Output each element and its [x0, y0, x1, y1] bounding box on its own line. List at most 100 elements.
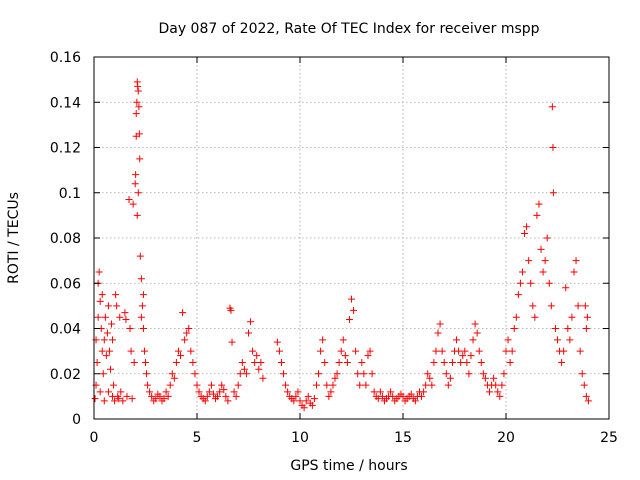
data-point: [100, 397, 108, 405]
data-point: [448, 358, 456, 366]
data-point: [574, 302, 582, 310]
data-point: [572, 257, 580, 265]
data-point: [249, 347, 257, 355]
data-point: [201, 397, 209, 405]
data-point: [129, 200, 137, 208]
x-tick-label: 20: [497, 430, 515, 446]
data-point: [570, 268, 578, 276]
data-point: [378, 392, 386, 400]
data-point: [580, 381, 588, 389]
chart-title: Day 087 of 2022, Rate Of TEC Index for r…: [158, 21, 539, 37]
data-point: [168, 370, 176, 378]
data-point: [164, 392, 172, 400]
y-tick-label: 0.08: [50, 231, 81, 247]
data-point: [564, 325, 572, 332]
data-point: [481, 374, 489, 382]
data-point: [98, 347, 106, 355]
data-point: [137, 313, 145, 321]
data-point: [277, 358, 285, 366]
data-point: [132, 171, 140, 179]
data-point: [162, 388, 170, 396]
data-point: [95, 268, 103, 276]
data-point: [310, 395, 318, 403]
data-point: [125, 196, 133, 204]
data-points: [91, 78, 592, 412]
y-tick-label: 0.04: [50, 322, 81, 338]
data-point: [113, 302, 121, 310]
data-point: [232, 392, 240, 400]
y-tick-label: 0.14: [50, 95, 81, 111]
data-point: [560, 347, 568, 355]
data-point: [156, 392, 164, 400]
data-point: [463, 358, 471, 366]
data-point: [504, 336, 512, 344]
y-tick-labels: 0 0.02 0.04 0.06 0.08 0.1 0.12 0.14 0.16: [50, 50, 81, 428]
data-point: [102, 352, 110, 360]
data-point: [558, 358, 566, 366]
data-point: [516, 279, 524, 287]
data-point: [93, 358, 101, 366]
data-point: [294, 388, 302, 396]
data-point: [220, 386, 228, 394]
y-tick-label: 0.06: [50, 276, 81, 292]
data-point: [374, 395, 382, 403]
data-point: [308, 401, 316, 409]
data-point: [148, 392, 156, 400]
data-point: [304, 392, 312, 400]
data-point: [146, 388, 154, 396]
data-point: [341, 352, 349, 360]
data-point: [222, 392, 230, 400]
data-point: [195, 388, 203, 396]
data-point: [207, 381, 215, 389]
data-point: [99, 370, 107, 378]
data-point: [136, 252, 144, 260]
data-point: [238, 358, 246, 366]
data-point: [407, 390, 415, 398]
data-point: [319, 336, 327, 344]
data-point: [465, 370, 473, 378]
data-point: [354, 370, 362, 378]
data-point: [496, 392, 504, 400]
x-tick-label: 15: [394, 430, 412, 446]
data-point: [335, 358, 343, 366]
data-point: [366, 347, 374, 355]
data-point: [343, 358, 351, 366]
data-point: [117, 388, 125, 396]
data-point: [436, 320, 444, 328]
data-point: [389, 392, 397, 400]
data-point: [455, 347, 463, 355]
data-point: [376, 388, 384, 396]
data-point: [424, 370, 432, 378]
data-point: [541, 257, 549, 265]
data-point: [91, 395, 99, 403]
data-point: [131, 180, 139, 188]
data-point: [525, 257, 533, 265]
data-point: [138, 302, 146, 310]
data-point: [137, 275, 145, 283]
data-point: [280, 370, 288, 378]
data-point: [216, 388, 224, 396]
data-point: [356, 381, 364, 389]
data-point: [510, 325, 518, 332]
data-point: [112, 291, 120, 299]
data-point: [105, 347, 113, 355]
data-point: [440, 358, 448, 366]
data-point: [121, 309, 129, 317]
data-point: [321, 358, 329, 366]
data-point: [411, 397, 419, 405]
data-point: [122, 315, 130, 323]
data-point: [240, 365, 248, 373]
data-point: [191, 370, 199, 378]
data-point: [502, 347, 510, 355]
data-point: [442, 370, 450, 378]
data-point: [562, 284, 570, 292]
data-point: [523, 223, 531, 231]
data-point: [428, 381, 436, 389]
data-point: [247, 318, 255, 326]
data-point: [142, 358, 149, 366]
data-point: [115, 395, 123, 403]
data-point: [430, 358, 438, 366]
x-tick-labels: 0 5 10 15 20 25: [90, 430, 618, 446]
data-point: [325, 392, 333, 400]
data-point: [312, 381, 320, 389]
